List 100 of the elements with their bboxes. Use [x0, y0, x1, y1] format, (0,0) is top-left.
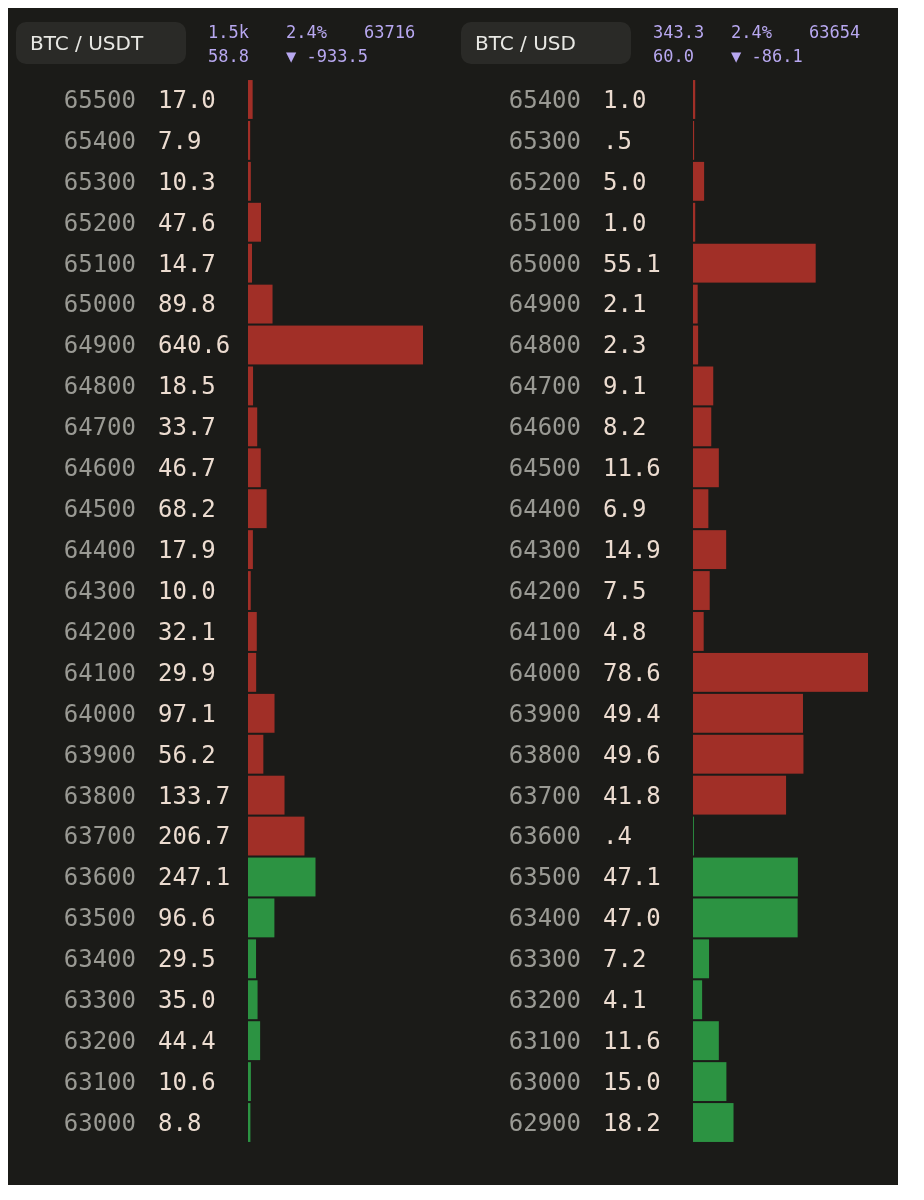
bar	[693, 407, 712, 447]
bar	[693, 161, 705, 201]
bar	[693, 366, 714, 406]
y-tick-label: 64000	[63, 699, 136, 728]
y-tick-label: 64800	[508, 331, 581, 360]
text: 343.3	[653, 21, 705, 42]
data-label: 35.0	[158, 986, 216, 1015]
data-label: 29.5	[158, 945, 216, 974]
y-tick-label: 64400	[508, 495, 581, 524]
y-tick-label: 64900	[63, 331, 136, 360]
bar	[693, 530, 727, 570]
bar	[248, 120, 251, 160]
bar	[248, 898, 275, 938]
y-tick-label: 65000	[508, 249, 581, 278]
data-label: 1.0	[603, 208, 647, 237]
bar	[248, 652, 257, 692]
data-label: 6.9	[603, 495, 647, 524]
bar	[248, 530, 253, 570]
data-label: 247.1	[158, 863, 231, 892]
y-tick-label: 64200	[508, 576, 581, 605]
y-tick-label: 65300	[508, 126, 581, 155]
text: ▼ -86.1	[731, 45, 803, 66]
y-tick-label: 63200	[508, 986, 581, 1015]
y-tick-label: 63600	[63, 863, 136, 892]
data-label: 96.6	[158, 904, 216, 933]
data-label: 18.5	[158, 372, 216, 401]
y-tick-label: 64800	[63, 372, 136, 401]
data-label: 9.1	[603, 372, 647, 401]
bar	[693, 202, 696, 242]
y-tick-label: 63100	[63, 1067, 136, 1096]
bar	[248, 366, 254, 406]
data-label: 49.6	[603, 740, 661, 769]
y-tick-label: 63900	[63, 740, 136, 769]
y-tick-label: 64100	[508, 617, 581, 646]
data-label: 47.0	[603, 904, 661, 933]
text: BTC / USDT	[30, 31, 144, 55]
data-label: 10.3	[158, 167, 216, 196]
bar	[248, 571, 251, 610]
data-label: 41.8	[603, 781, 661, 810]
data-label: 44.4	[158, 1027, 216, 1056]
y-tick-label: 65100	[508, 208, 581, 237]
data-label: 32.1	[158, 617, 216, 646]
y-tick-label: 64900	[508, 290, 581, 319]
data-label: 2.1	[603, 290, 647, 319]
data-label: 8.2	[603, 413, 647, 442]
y-tick-label: 62900	[508, 1108, 581, 1137]
text: 2.4%	[286, 21, 327, 42]
bar	[248, 161, 251, 201]
bar	[693, 243, 816, 283]
text: BTC / USD	[475, 31, 576, 55]
y-tick-label: 64700	[63, 413, 136, 442]
bar	[693, 284, 698, 324]
y-tick-label: 64000	[508, 658, 581, 687]
y-tick-label: 64400	[63, 536, 136, 565]
y-tick-label: 63800	[508, 740, 581, 769]
bar	[693, 612, 704, 651]
data-label: 2.3	[603, 331, 647, 360]
data-label: 8.8	[158, 1108, 202, 1137]
y-tick-label: 64600	[63, 454, 136, 483]
bar	[248, 243, 253, 283]
data-label: 56.2	[158, 740, 216, 769]
y-tick-label: 64700	[508, 372, 581, 401]
y-tick-label: 63700	[63, 822, 136, 851]
text: 1.5k	[208, 21, 249, 42]
bar	[693, 857, 798, 897]
data-label: 5.0	[603, 167, 647, 196]
bar	[248, 325, 423, 365]
bar	[693, 734, 804, 774]
y-tick-label: 63800	[63, 781, 136, 810]
text: 63654	[809, 21, 861, 42]
bar	[248, 1062, 251, 1102]
bar	[248, 980, 258, 1020]
y-tick-label: 64300	[508, 536, 581, 565]
data-label: 78.6	[603, 658, 661, 687]
data-label: 55.1	[603, 249, 661, 278]
bar	[248, 284, 273, 324]
y-tick-label: 63700	[508, 781, 581, 810]
y-tick-label: 63200	[63, 1027, 136, 1056]
data-label: 1.0	[603, 85, 647, 114]
bar	[693, 448, 719, 488]
y-tick-label: 65500	[63, 85, 136, 114]
text: 2.4%	[731, 21, 772, 42]
bar	[693, 80, 696, 119]
y-tick-label: 64500	[63, 495, 136, 524]
text: 63716	[364, 21, 416, 42]
data-label: 10.6	[158, 1067, 216, 1096]
bar	[248, 775, 285, 815]
y-tick-label: 65300	[63, 167, 136, 196]
data-label: 17.9	[158, 536, 216, 565]
y-tick-label: 63100	[508, 1027, 581, 1056]
y-tick-label: 65400	[63, 126, 136, 155]
bar	[693, 1021, 719, 1061]
data-label: 17.0	[158, 85, 216, 114]
data-label: 97.1	[158, 699, 216, 728]
bar	[248, 612, 257, 651]
y-tick-label: 65200	[508, 167, 581, 196]
data-label: 133.7	[158, 781, 231, 810]
y-tick-label: 64500	[508, 454, 581, 483]
data-label: .5	[603, 126, 632, 155]
bar	[248, 448, 261, 488]
